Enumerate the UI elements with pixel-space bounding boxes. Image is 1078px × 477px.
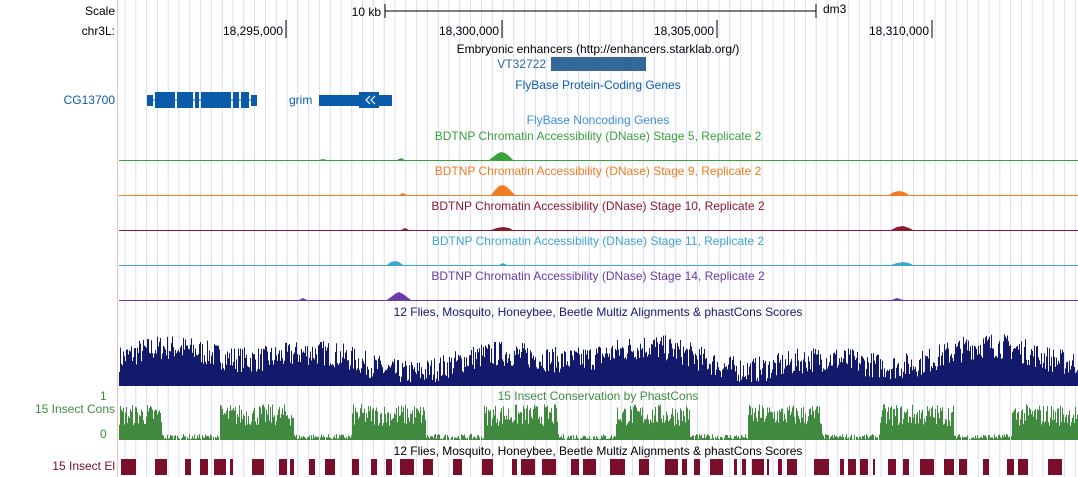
dnase-stage5-track[interactable]: BDTNP Chromatin Accessibility (DNase) St… [119,129,1078,161]
strand-arrow-icon [365,95,376,105]
gene-label-grim[interactable]: grim [289,93,312,107]
dnase-stage11-track[interactable]: BDTNP Chromatin Accessibility (DNase) St… [119,234,1078,266]
track-label-panel: Scale chr3L: CG13700 15 Insect Cons 1 0 … [0,0,118,477]
chromosome-label: chr3L: [81,24,115,38]
ruler-position-label: 18,305,000 [654,24,714,38]
scale-label: Scale [84,4,115,18]
phastcons-track-title: 15 Insect Conservation by PhastCons [498,389,699,403]
enhancer-feature[interactable] [551,57,646,71]
phastcons-track[interactable]: 15 Insect Conservation by PhastCons [119,389,1078,440]
dnase-stage10-signal [401,226,913,230]
ruler[interactable]: 10 kb dm3 18,295,000 18,300,000 18,305,0… [223,2,933,38]
gene-cg13700[interactable] [147,92,257,108]
track-canvas[interactable]: 10 kb dm3 18,295,000 18,300,000 18,305,0… [119,0,1078,477]
dnase-stage9-signal [399,185,909,195]
dnase-stage11-title: BDTNP Chromatin Accessibility (DNase) St… [432,234,765,248]
elements-track-label[interactable]: 15 Insect El [52,459,115,473]
ruler-position-label: 18,310,000 [869,24,929,38]
enhancers-track-title: Embryonic enhancers (http://enhancers.st… [457,42,740,56]
ruler-position-label: 18,295,000 [223,24,283,38]
flybase-noncoding-track-title: FlyBase Noncoding Genes [527,113,670,127]
dnase-stage10-title: BDTNP Chromatin Accessibility (DNase) St… [431,199,765,213]
flybase-noncoding-track[interactable]: FlyBase Noncoding Genes [527,113,670,127]
phastcons-track-label[interactable]: 15 Insect Cons [34,402,115,416]
gene-grim[interactable] [319,92,392,108]
enhancers-track[interactable]: Embryonic enhancers (http://enhancers.st… [457,42,740,71]
gene-label-cg13700[interactable]: CG13700 [63,93,115,107]
phastcons-axis-min: 0 [100,427,107,441]
dnase-stage14-signal [299,292,903,300]
scale-bar-text: 10 kb [352,5,382,19]
dnase-stage11-signal [387,261,913,265]
phastcons-score-bars [119,404,1078,440]
assembly-label: dm3 [823,2,847,16]
base-position-grid [124,0,1076,477]
dnase-stage14-title: BDTNP Chromatin Accessibility (DNase) St… [431,269,765,283]
multiz-conservation-bars [119,334,1078,386]
ruler-position-label: 18,300,000 [439,24,499,38]
dnase-stage5-title: BDTNP Chromatin Accessibility (DNase) St… [435,129,762,143]
dnase-stage9-track[interactable]: BDTNP Chromatin Accessibility (DNase) St… [119,164,1078,196]
flybase-coding-track-title: FlyBase Protein-Coding Genes [515,78,680,92]
multiz-track-title: 12 Flies, Mosquito, Honeybee, Beetle Mul… [394,305,803,319]
dnase-stage9-title: BDTNP Chromatin Accessibility (DNase) St… [435,164,762,178]
flybase-coding-track[interactable]: FlyBase Protein-Coding Genes grim [147,78,681,108]
enhancer-feature-label[interactable]: VT32722 [497,57,546,71]
dnase-stage14-track[interactable]: BDTNP Chromatin Accessibility (DNase) St… [119,269,1078,301]
conserved-elements-track[interactable]: 12 Flies, Mosquito, Honeybee, Beetle Mul… [121,444,1062,475]
multiz-track[interactable]: 12 Flies, Mosquito, Honeybee, Beetle Mul… [119,305,1078,386]
dnase-stage5-signal [319,152,513,160]
phastcons-axis-max: 1 [100,389,107,403]
conserved-element-blocks [121,459,1062,475]
elements-track-title: 12 Flies, Mosquito, Honeybee, Beetle Mul… [394,444,803,458]
dnase-stage10-track[interactable]: BDTNP Chromatin Accessibility (DNase) St… [119,199,1078,231]
